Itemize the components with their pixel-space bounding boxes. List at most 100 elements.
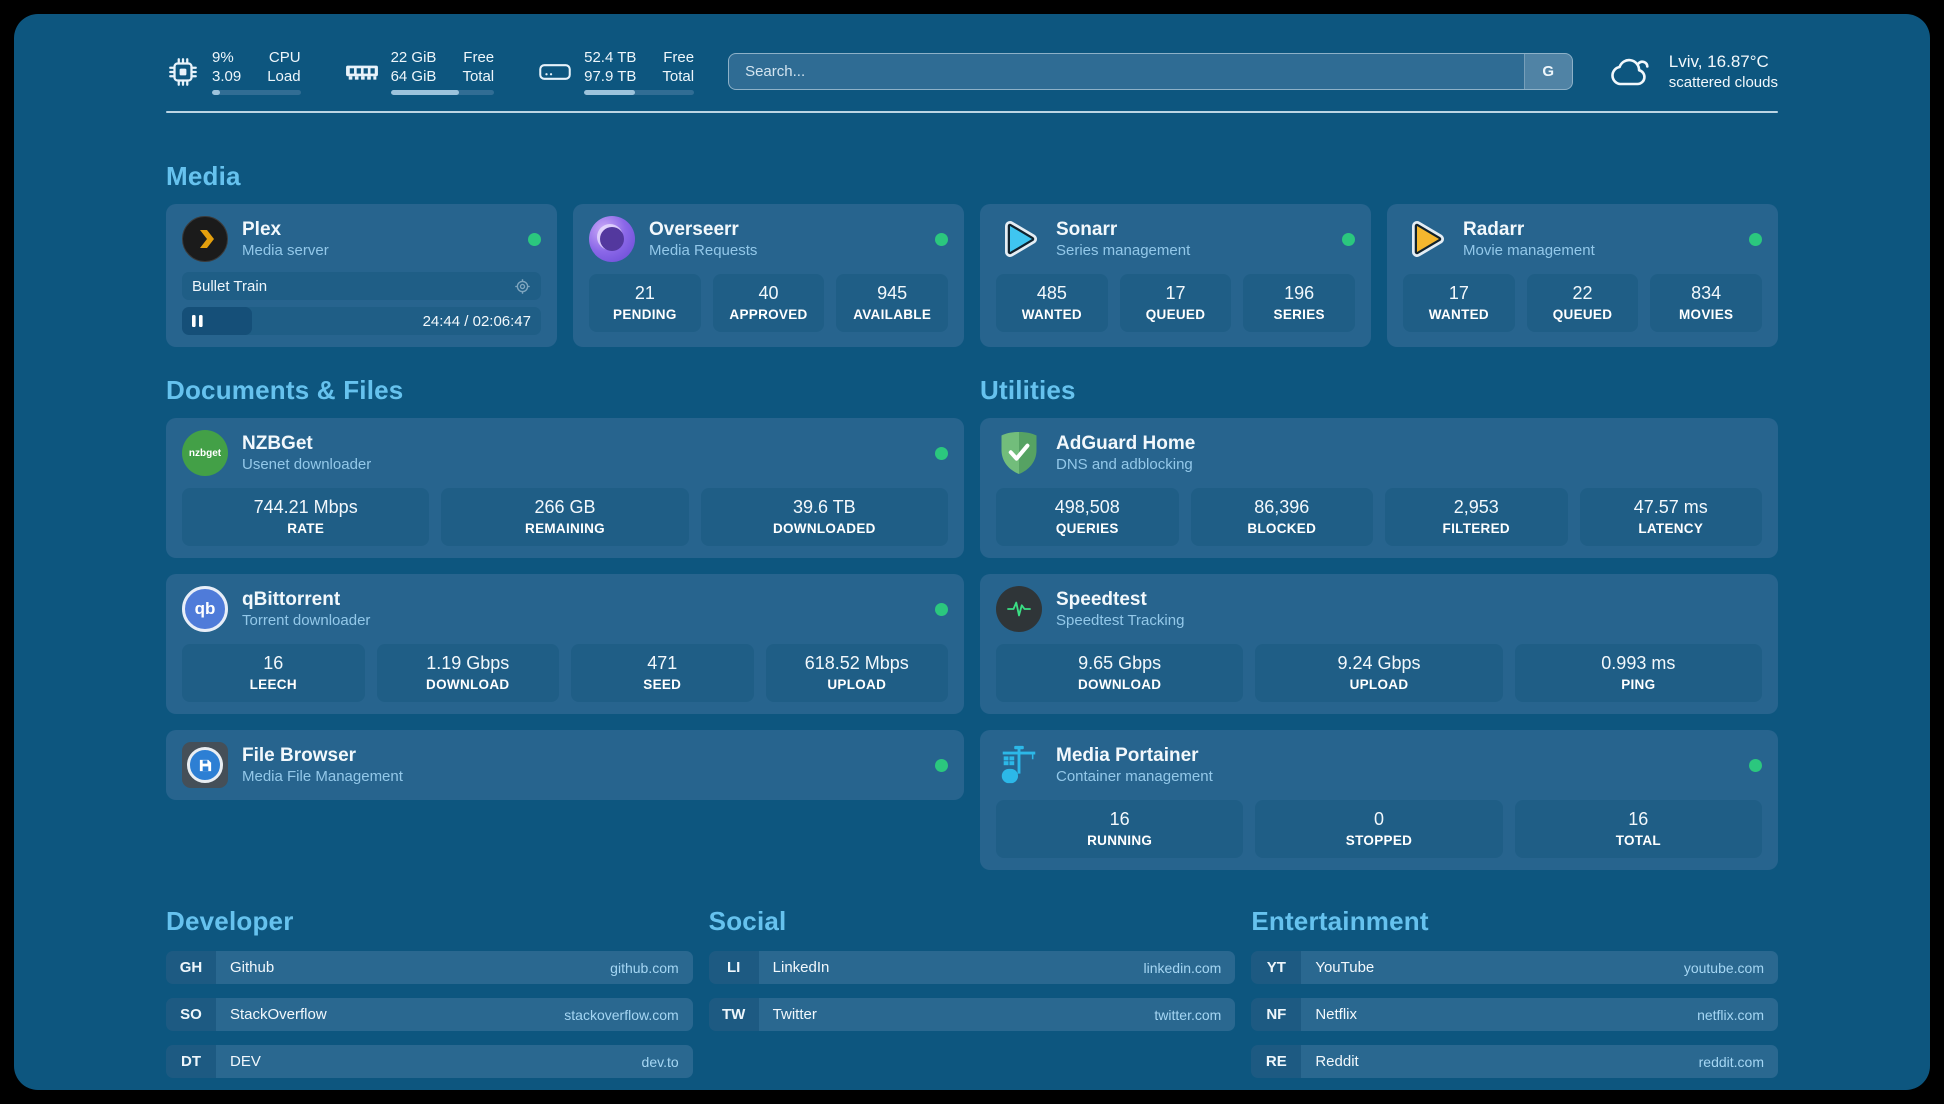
bookmark-netflix[interactable]: NF Netflix netflix.com — [1251, 998, 1778, 1031]
section-title-utilities: Utilities — [980, 375, 1076, 405]
status-indicator — [935, 232, 948, 246]
stat-movies: 834 MOVIES — [1650, 274, 1763, 332]
stat-ping: 0.993 ms PING — [1514, 644, 1762, 702]
disk-icon — [539, 63, 571, 80]
card-qbittorrent[interactable]: qb qBittorrent Torrent downloader 16 LEE… — [166, 574, 964, 714]
search-engine-button[interactable]: G — [1523, 54, 1572, 89]
memory-total-label: Total — [462, 68, 495, 85]
weather-widget: Lviv, 16.87°C scattered clouds — [1607, 52, 1778, 91]
section-title-documents: Documents & Files — [166, 375, 404, 405]
app-subtitle: Torrent downloader — [242, 612, 371, 629]
stat-pending: 21 PENDING — [589, 274, 701, 332]
bookmark-group-entertainment: Entertainment YT YouTube youtube.com NF … — [1251, 906, 1778, 1090]
now-playing-row: Bullet Train — [182, 272, 541, 300]
app-title: Sonarr — [1056, 219, 1118, 240]
app-title: qBittorrent — [242, 589, 341, 610]
app-title: Overseerr — [649, 219, 739, 240]
cpu-load-label: Load — [267, 68, 301, 85]
pause-icon[interactable] — [192, 315, 203, 327]
stat-upload: 9.24 Gbps UPLOAD — [1255, 644, 1503, 702]
stat-approved: 40 APPROVED — [712, 274, 825, 332]
bookmark-github[interactable]: GH Github github.com — [166, 951, 693, 984]
system-stats: 9% CPU 3.09 Load — [166, 48, 695, 95]
card-overseerr[interactable]: Overseerr Media Requests 21 PENDING 40 A… — [573, 204, 964, 347]
card-nzbget[interactable]: nzbget NZBGet Usenet downloader 744.21 M… — [166, 418, 964, 558]
disk-free-label: Free — [663, 49, 695, 66]
stat-download: 1.19 Gbps DOWNLOAD — [376, 644, 559, 702]
stat-queued: 22 QUEUED — [1526, 274, 1639, 332]
playback-time: 24:44 / 02:06:47 — [422, 312, 531, 330]
bookmark-reddit[interactable]: RE Reddit reddit.com — [1251, 1045, 1778, 1078]
memory-free-label: Free — [463, 49, 495, 66]
status-indicator — [935, 446, 948, 460]
stat-download: 9.65 Gbps DOWNLOAD — [996, 644, 1244, 702]
bookmark-twitter[interactable]: TW Twitter twitter.com — [708, 998, 1236, 1031]
memory-progress-bar — [390, 90, 495, 95]
stat-stopped: 0 STOPPED — [1255, 800, 1503, 858]
cpu-widget: 9% CPU 3.09 Load — [166, 48, 301, 95]
disk-progress-bar — [584, 90, 695, 95]
memory-widget: 22 GiB Free 64 GiB Total — [345, 48, 495, 95]
bookmark-group-social: Social LI LinkedIn linkedin.com TW Twitt… — [708, 906, 1236, 1090]
app-title: File Browser — [242, 745, 357, 766]
stat-total: 16 TOTAL — [1514, 800, 1762, 858]
stat-blocked: 86,396 BLOCKED — [1190, 488, 1373, 546]
bookmark-youtube[interactable]: YT YouTube youtube.com — [1251, 951, 1778, 984]
playback-progress-bar[interactable]: 24:44 / 02:06:47 — [182, 307, 541, 335]
qbittorrent-icon: qb — [182, 586, 228, 632]
stat-wanted: 485 WANTED — [996, 274, 1108, 332]
app-title: Speedtest — [1056, 589, 1147, 610]
stat-upload: 618.52 Mbps UPLOAD — [765, 644, 948, 702]
bookmark-dev[interactable]: DT DEV dev.to — [166, 1045, 693, 1078]
memory-free-value: 22 GiB — [390, 49, 437, 66]
disk-widget: 52.4 TB Free 97.9 TB Total — [538, 48, 695, 95]
speedtest-icon — [996, 586, 1042, 632]
filebrowser-icon — [182, 742, 228, 788]
stat-queries: 498,508 QUERIES — [996, 488, 1179, 546]
nzbget-icon: nzbget — [182, 430, 228, 476]
stat-wanted: 17 WANTED — [1403, 274, 1515, 332]
radarr-icon — [1403, 216, 1449, 262]
disk-total-label: Total — [662, 68, 695, 85]
app-title: NZBGet — [242, 433, 313, 454]
bookmark-stackoverflow[interactable]: SO StackOverflow stackoverflow.com — [166, 998, 693, 1031]
card-filebrowser[interactable]: File Browser Media File Management — [166, 730, 964, 800]
status-indicator — [1749, 232, 1762, 246]
card-adguard[interactable]: AdGuard Home DNS and adblocking 498,508 … — [980, 418, 1778, 558]
status-indicator — [528, 232, 541, 246]
app-title: Radarr — [1463, 219, 1525, 240]
adguard-icon — [996, 430, 1042, 476]
card-portainer[interactable]: Media Portainer Container management 16 … — [980, 730, 1778, 870]
stat-series: 196 SERIES — [1243, 274, 1356, 332]
disk-total-value: 97.9 TB — [584, 68, 637, 85]
cpu-usage-value: 9% — [212, 49, 234, 66]
stat-filtered: 2,953 FILTERED — [1385, 488, 1568, 546]
status-indicator — [935, 602, 948, 616]
app-subtitle: DNS and adblocking — [1056, 456, 1193, 473]
stat-seed: 471 SEED — [571, 644, 754, 702]
stat-running: 16 RUNNING — [996, 800, 1244, 858]
stat-rate: 744.21 Mbps RATE — [182, 488, 430, 546]
session-settings-icon[interactable] — [514, 278, 531, 295]
stat-available: 945 AVAILABLE — [836, 274, 949, 332]
search-input[interactable] — [729, 54, 1524, 89]
search-bar[interactable]: G — [728, 53, 1573, 90]
app-subtitle: Movie management — [1463, 242, 1595, 259]
weather-condition: scattered clouds — [1668, 74, 1778, 91]
cpu-icon — [169, 57, 197, 86]
bookmark-linkedin[interactable]: LI LinkedIn linkedin.com — [708, 951, 1236, 984]
ram-icon — [345, 65, 378, 80]
status-indicator — [1749, 758, 1762, 772]
status-indicator — [1342, 232, 1355, 246]
app-subtitle: Speedtest Tracking — [1056, 612, 1185, 629]
card-plex[interactable]: Plex Media server Bullet Train — [166, 204, 557, 347]
stat-latency: 47.57 ms LATENCY — [1579, 488, 1762, 546]
card-sonarr[interactable]: Sonarr Series management 485 WANTED 17 Q… — [980, 204, 1371, 347]
section-documents: Documents & Files nzbget NZBGet Usenet d… — [166, 375, 964, 870]
stat-downloaded: 39.6 TB DOWNLOADED — [700, 488, 948, 546]
top-bar: 9% CPU 3.09 Load — [166, 48, 1778, 95]
card-radarr[interactable]: Radarr Movie management 17 WANTED 22 QUE… — [1387, 204, 1778, 347]
app-subtitle: Media server — [242, 242, 329, 259]
app-title: Media Portainer — [1056, 745, 1199, 766]
card-speedtest[interactable]: Speedtest Speedtest Tracking 9.65 Gbps D… — [980, 574, 1778, 714]
